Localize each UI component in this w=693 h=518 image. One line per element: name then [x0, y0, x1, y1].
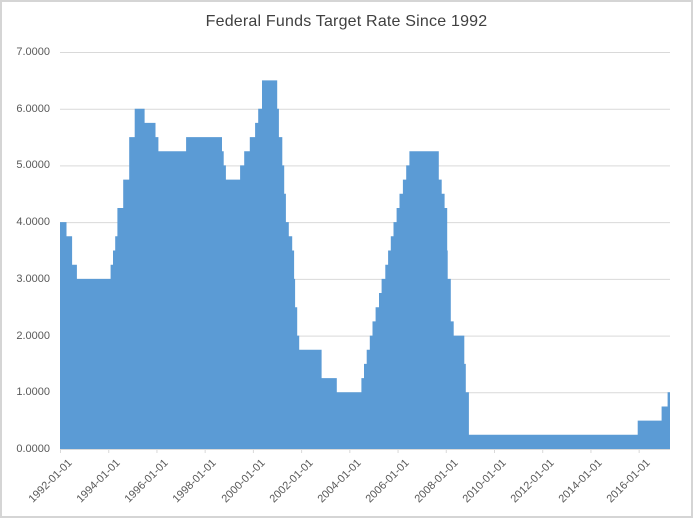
area-series: [60, 80, 670, 450]
chart-title: Federal Funds Target Rate Since 1992: [205, 13, 488, 30]
y-axis-label: 5.0000: [16, 159, 50, 172]
y-axis-label: 0.0000: [16, 443, 50, 455]
y-axis-label: 1.0000: [16, 386, 50, 399]
y-axis-label: 2.0000: [16, 329, 50, 342]
y-axis-label: 7.0000: [16, 46, 50, 58]
y-axis-label: 3.0000: [16, 272, 50, 285]
y-axis-label: 4.0000: [16, 216, 50, 229]
y-axis-label: 6.0000: [16, 102, 50, 115]
